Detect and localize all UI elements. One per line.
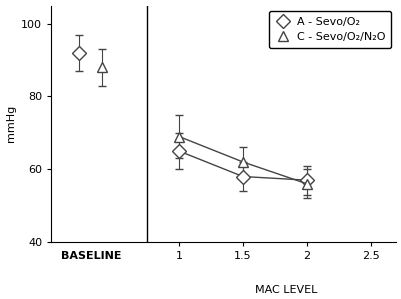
Y-axis label: mmHg: mmHg [6, 105, 16, 142]
X-axis label: MAC LEVEL: MAC LEVEL [254, 285, 316, 295]
Text: BASELINE: BASELINE [61, 251, 121, 261]
Legend: A - Sevo/O₂, C - Sevo/O₂/N₂O: A - Sevo/O₂, C - Sevo/O₂/N₂O [268, 11, 390, 48]
